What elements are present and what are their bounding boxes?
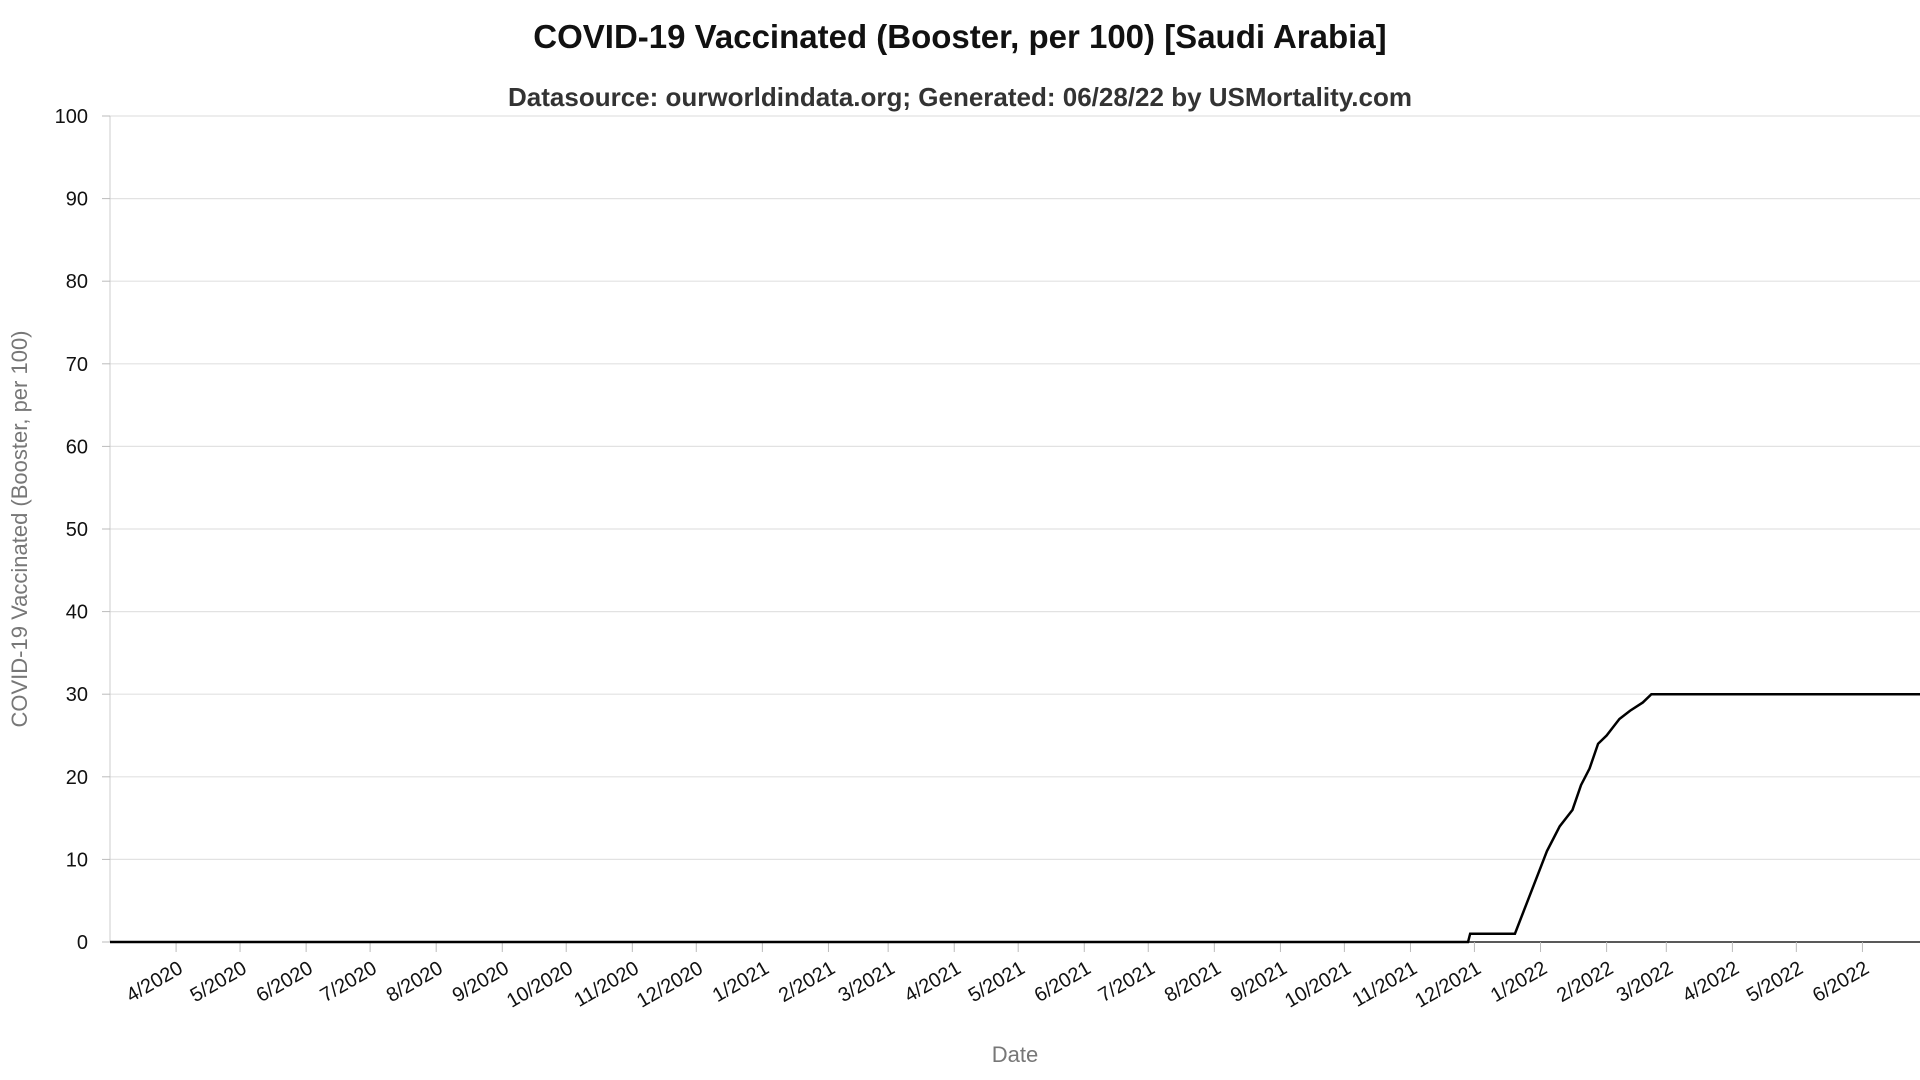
x-tick-label: 10/2021 bbox=[1281, 957, 1355, 1012]
x-tick-label: 8/2020 bbox=[383, 957, 447, 1007]
x-tick-label: 5/2022 bbox=[1743, 957, 1807, 1007]
x-tick-label: 5/2020 bbox=[187, 957, 251, 1007]
x-tick-label: 4/2021 bbox=[901, 957, 965, 1007]
x-tick-label: 2/2021 bbox=[775, 957, 839, 1007]
x-tick-label: 10/2020 bbox=[503, 957, 577, 1012]
x-tick-label: 7/2020 bbox=[317, 957, 381, 1007]
series bbox=[110, 692, 1920, 944]
y-tick-label: 50 bbox=[66, 519, 88, 541]
series-line bbox=[110, 692, 1920, 944]
x-tick-label: 9/2020 bbox=[449, 957, 513, 1007]
x-tick-label: 3/2022 bbox=[1613, 957, 1677, 1007]
y-tick-label: 80 bbox=[66, 271, 88, 293]
y-tick-label: 10 bbox=[66, 849, 88, 871]
x-tick-label: 4/2022 bbox=[1679, 957, 1743, 1007]
x-tick-label: 12/2020 bbox=[633, 957, 707, 1012]
chart-subtitle: Datasource: ourworldindata.org; Generate… bbox=[508, 82, 1412, 112]
y-tick-label: 60 bbox=[66, 436, 88, 458]
x-tick-label: 4/2020 bbox=[123, 957, 187, 1007]
x-tick-label: 7/2021 bbox=[1095, 957, 1159, 1007]
x-tick-label: 1/2021 bbox=[709, 957, 773, 1007]
x-tick-label: 6/2020 bbox=[253, 957, 317, 1007]
x-tick-label: 8/2021 bbox=[1161, 957, 1225, 1007]
chart-title: COVID-19 Vaccinated (Booster, per 100) [… bbox=[533, 18, 1387, 55]
y-tick-label: 40 bbox=[66, 602, 88, 624]
y-tick-label: 90 bbox=[66, 189, 88, 211]
x-axis-title: Date bbox=[992, 1042, 1038, 1067]
x-tick-label: 5/2021 bbox=[965, 957, 1029, 1007]
x-tick-labels: 4/2020 5/2020 6/2020 7/2020 8/2020 9/202010/2… bbox=[123, 942, 1873, 1012]
x-tick-label: 11/2020 bbox=[570, 957, 642, 1011]
y-tick-label: 20 bbox=[66, 767, 88, 789]
y-axis-title: COVID-19 Vaccinated (Booster, per 100) bbox=[7, 330, 32, 727]
x-tick-label: 6/2021 bbox=[1031, 957, 1095, 1007]
x-tick-label: 11/2021 bbox=[1349, 957, 1421, 1011]
y-tick-label: 70 bbox=[66, 354, 88, 376]
x-tick-label: 2/2022 bbox=[1553, 957, 1617, 1007]
x-tick-label: 6/2022 bbox=[1809, 957, 1873, 1007]
y-tick-label: 100 bbox=[55, 106, 88, 128]
x-tick-label: 1/2022 bbox=[1487, 957, 1551, 1007]
grid-lines bbox=[110, 115, 1920, 861]
y-tick-label: 30 bbox=[66, 684, 88, 706]
x-tick-label: 12/2021 bbox=[1411, 957, 1485, 1012]
y-tick-labels: 0 10 20 30 40 50 60 70 80 90 100 bbox=[55, 106, 110, 954]
y-tick-label: 0 bbox=[77, 932, 88, 954]
x-tick-label: 3/2021 bbox=[835, 957, 899, 1007]
x-tick-label: 9/2021 bbox=[1227, 957, 1291, 1007]
